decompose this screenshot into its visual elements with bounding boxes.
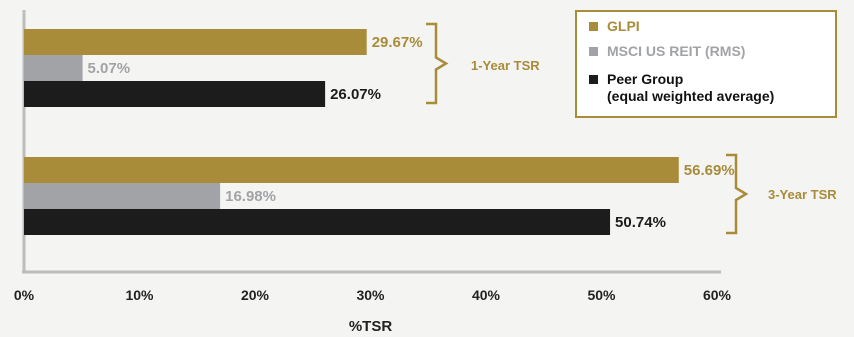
bar — [24, 29, 367, 55]
legend-label: Peer Group — [607, 71, 683, 87]
legend-label: GLPI — [607, 18, 640, 34]
x-tick-label: 0% — [14, 287, 35, 303]
legend-box — [575, 10, 837, 118]
bar-value-label: 5.07% — [88, 60, 131, 77]
legend-swatch — [589, 75, 598, 84]
bar-value-label: 50.74% — [615, 214, 666, 231]
legend-label: (equal weighted average) — [607, 88, 774, 104]
group-label: 1-Year TSR — [471, 58, 540, 73]
group-label: 3-Year TSR — [768, 187, 837, 202]
x-tick-label: 30% — [356, 287, 385, 303]
bar-value-label: 26.07% — [330, 86, 381, 103]
x-tick-label: 60% — [703, 287, 732, 303]
bar — [24, 157, 679, 183]
bar — [24, 81, 326, 107]
group-bracket — [426, 22, 449, 105]
bar — [24, 183, 221, 209]
bar — [24, 55, 83, 81]
legend-label: MSCI US REIT (RMS) — [607, 43, 745, 59]
x-tick-label: 10% — [125, 287, 154, 303]
x-tick-label: 50% — [587, 287, 616, 303]
group-bracket — [726, 153, 749, 235]
bar-value-label: 56.69% — [684, 162, 735, 179]
legend-swatch — [589, 47, 598, 56]
bar-value-label: 16.98% — [225, 188, 276, 205]
x-tick-label: 40% — [472, 287, 501, 303]
bar — [24, 209, 611, 235]
x-tick-label: 20% — [241, 287, 270, 303]
bar-value-label: 29.67% — [372, 34, 423, 51]
legend-swatch — [589, 22, 598, 31]
x-axis-label: %TSR — [349, 318, 393, 335]
